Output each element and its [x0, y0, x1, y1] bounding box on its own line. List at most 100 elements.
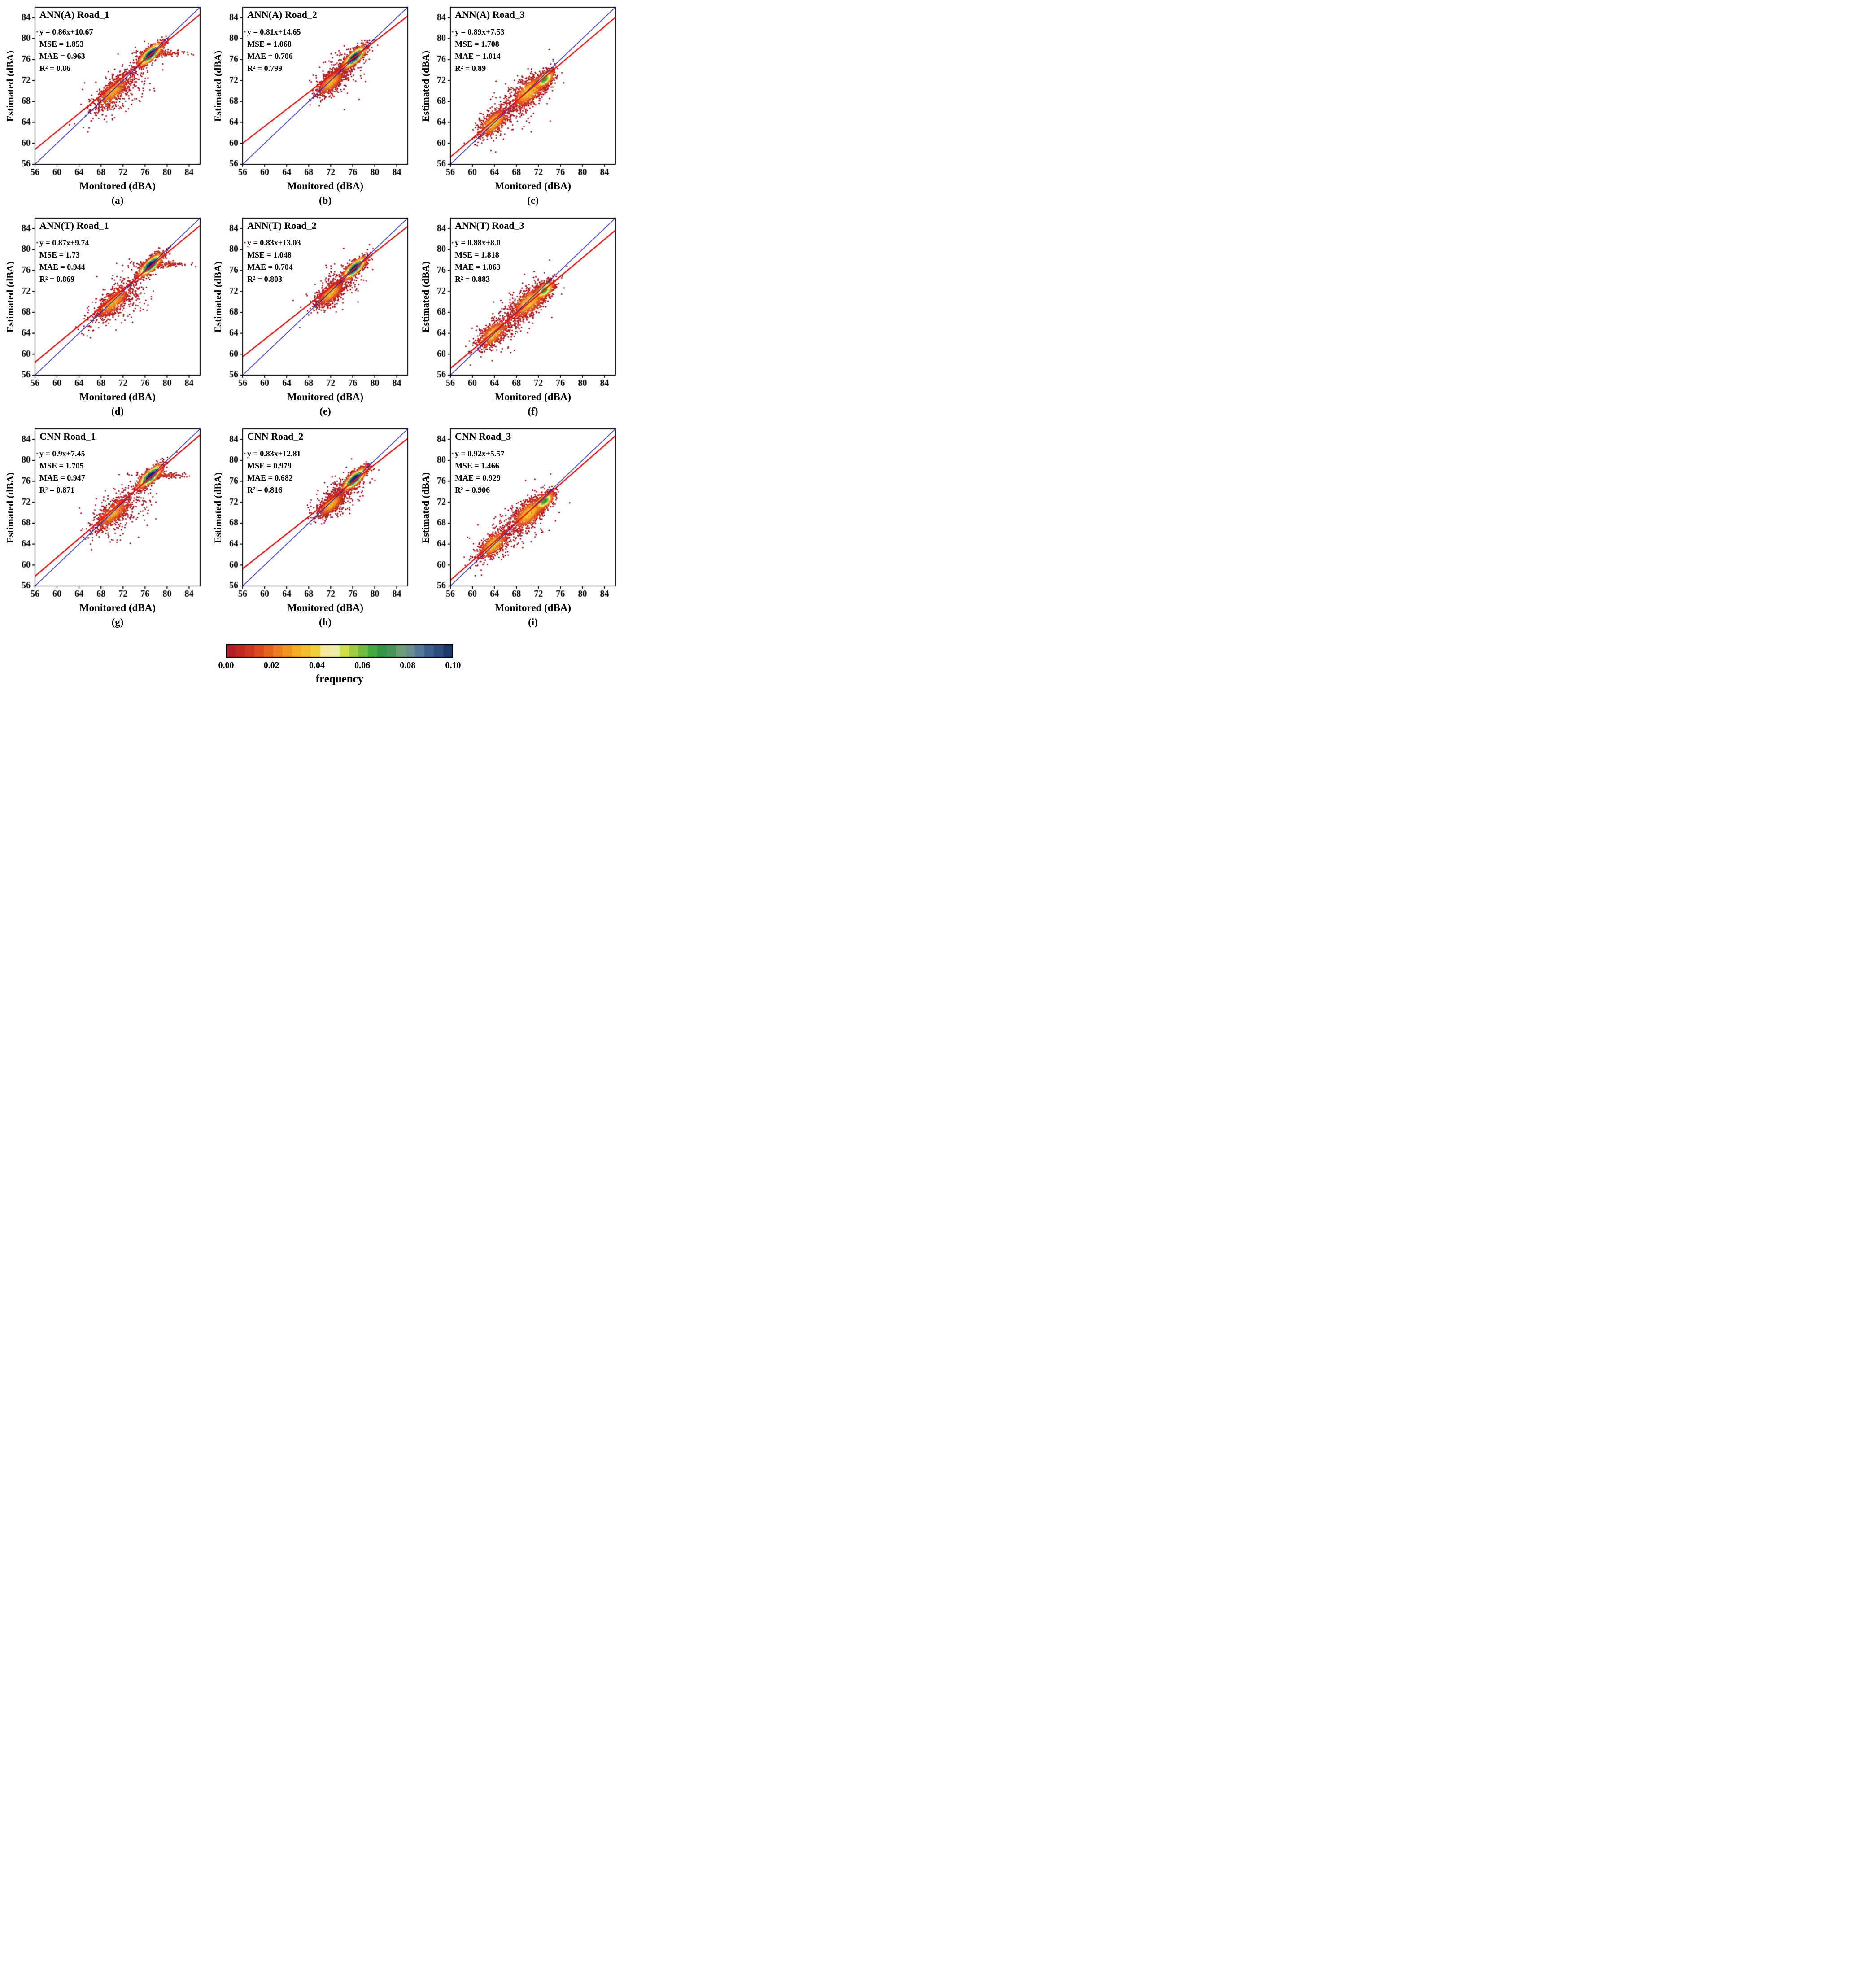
- scatter-panel: Estimated (dBA) ANN(T) Road_2 y = 0.83x+…: [211, 214, 412, 422]
- panel-title: CNN Road_2: [247, 431, 304, 442]
- scatter-panel: Estimated (dBA) ANN(A) Road_2 y = 0.81x+…: [211, 4, 412, 211]
- x-axis-title: Monitored (dBA): [287, 391, 364, 402]
- subplot-letter: (g): [111, 616, 124, 628]
- subplot-letter: (a): [111, 195, 124, 206]
- scatter-canvas: [222, 4, 412, 179]
- x-axis-title: Monitored (dBA): [287, 180, 364, 192]
- r2-value: R² = 0.816: [247, 485, 283, 494]
- panel-grid: Estimated (dBA) ANN(A) Road_1 y = 0.86x+…: [4, 4, 626, 633]
- panel-stats: y = 0.81x+14.65 MSE = 1.068 MAE = 0.706 …: [247, 26, 301, 74]
- x-axis-title: Monitored (dBA): [494, 391, 572, 402]
- scatter-panel: Estimated (dBA) CNN Road_1 y = 0.9x+7.45…: [4, 425, 205, 633]
- fit-equation: y = 0.9x+7.45: [39, 449, 85, 458]
- fit-equation: y = 0.92x+5.57: [455, 449, 505, 458]
- colorbar-section: 0.00 0.02 0.04 0.06 0.08 0.10 frequency: [1, 644, 626, 695]
- fit-equation: y = 0.88x+8.0: [455, 238, 501, 247]
- scatter-canvas: [222, 425, 412, 601]
- scatter-panel: Estimated (dBA) CNN Road_2 y = 0.83x+12.…: [211, 425, 412, 633]
- fit-equation: y = 0.87x+9.74: [39, 238, 89, 247]
- r2-value: R² = 0.883: [455, 275, 490, 284]
- r2-value: R² = 0.869: [39, 275, 75, 284]
- panel-title: ANN(T) Road_3: [455, 220, 524, 231]
- scatter-canvas: [430, 4, 620, 179]
- x-axis-title: Monitored (dBA): [494, 180, 572, 192]
- r2-value: R² = 0.799: [247, 64, 283, 73]
- x-axis-title: Monitored (dBA): [494, 602, 572, 613]
- mae-value: MAE = 0.963: [39, 52, 85, 61]
- panel-stats: y = 0.83x+13.03 MSE = 1.048 MAE = 0.704 …: [247, 237, 301, 285]
- scatter-canvas: [222, 214, 412, 390]
- mse-value: MSE = 1.708: [455, 39, 499, 48]
- mse-value: MSE = 1.466: [455, 461, 499, 470]
- mse-value: MSE = 1.73: [39, 250, 80, 259]
- mse-value: MSE = 1.068: [247, 39, 292, 48]
- subplot-letter: (d): [111, 406, 124, 417]
- subplot-letter: (h): [318, 616, 332, 628]
- subplot-letter: (f): [528, 406, 538, 417]
- r2-value: R² = 0.906: [455, 485, 490, 494]
- panel-stats: y = 0.92x+5.57 MSE = 1.466 MAE = 0.929 R…: [455, 448, 505, 496]
- colorbar: [226, 644, 453, 658]
- scatter-panel: Estimated (dBA) ANN(T) Road_1 y = 0.87x+…: [4, 214, 205, 422]
- scatter-canvas: [430, 425, 620, 601]
- panel-title: ANN(T) Road_1: [39, 220, 109, 231]
- mse-value: MSE = 1.853: [39, 39, 84, 48]
- fit-equation: y = 0.81x+14.65: [247, 27, 301, 36]
- fit-equation: y = 0.83x+13.03: [247, 238, 301, 247]
- panel-stats: y = 0.86x+10.67 MSE = 1.853 MAE = 0.963 …: [39, 26, 93, 74]
- scatter-panel: Estimated (dBA) ANN(T) Road_3 y = 0.88x+…: [419, 214, 620, 422]
- panel-title: ANN(A) Road_2: [247, 9, 317, 20]
- colorbar-tick-label: 0.00: [218, 660, 234, 670]
- mae-value: MAE = 0.706: [247, 52, 293, 61]
- panel-stats: y = 0.87x+9.74 MSE = 1.73 MAE = 0.944 R²…: [39, 237, 89, 285]
- r2-value: R² = 0.86: [39, 64, 71, 73]
- scatter-panel: Estimated (dBA) CNN Road_3 y = 0.92x+5.5…: [419, 425, 620, 633]
- r2-value: R² = 0.803: [247, 275, 283, 284]
- fit-equation: y = 0.86x+10.67: [39, 27, 93, 36]
- panel-stats: y = 0.88x+8.0 MSE = 1.818 MAE = 1.063 R²…: [455, 237, 501, 285]
- subplot-letter: (i): [528, 616, 538, 628]
- panel-stats: y = 0.9x+7.45 MSE = 1.705 MAE = 0.947 R²…: [39, 448, 85, 496]
- subplot-letter: (e): [319, 406, 331, 417]
- colorbar-tick-label: 0.10: [445, 660, 461, 670]
- colorbar-tick-label: 0.04: [309, 660, 325, 670]
- scatter-panel: Estimated (dBA) ANN(A) Road_3 y = 0.89x+…: [419, 4, 620, 211]
- panel-title: CNN Road_1: [39, 431, 96, 442]
- fit-equation: y = 0.83x+12.81: [247, 449, 301, 458]
- panel-title: ANN(T) Road_2: [247, 220, 317, 231]
- fit-equation: y = 0.89x+7.53: [455, 27, 505, 36]
- mse-value: MSE = 1.818: [455, 250, 499, 259]
- colorbar-tick-label: 0.02: [263, 660, 279, 670]
- mse-value: MSE = 0.979: [247, 461, 292, 470]
- panel-title: ANN(A) Road_1: [39, 9, 109, 20]
- mae-value: MAE = 0.944: [39, 262, 85, 271]
- colorbar-tick-label: 0.06: [354, 660, 371, 670]
- panel-title: ANN(A) Road_3: [455, 9, 525, 20]
- x-axis-title: Monitored (dBA): [79, 391, 156, 402]
- mae-value: MAE = 0.682: [247, 473, 293, 482]
- x-axis-title: Monitored (dBA): [79, 602, 156, 613]
- r2-value: R² = 0.871: [39, 485, 75, 494]
- scatter-panel: Estimated (dBA) ANN(A) Road_1 y = 0.86x+…: [4, 4, 205, 211]
- mse-value: MSE = 1.048: [247, 250, 292, 259]
- panel-stats: y = 0.83x+12.81 MSE = 0.979 MAE = 0.682 …: [247, 448, 301, 496]
- mae-value: MAE = 1.063: [455, 262, 501, 271]
- mse-value: MSE = 1.705: [39, 461, 84, 470]
- mae-value: MAE = 1.014: [455, 52, 501, 61]
- x-axis-title: Monitored (dBA): [287, 602, 364, 613]
- x-axis-title: Monitored (dBA): [79, 180, 156, 192]
- mae-value: MAE = 0.929: [455, 473, 501, 482]
- colorbar-tick-label: 0.08: [400, 660, 416, 670]
- scatter-canvas: [14, 214, 205, 390]
- colorbar-label: frequency: [315, 673, 364, 685]
- subplot-letter: (c): [527, 195, 539, 206]
- r2-value: R² = 0.89: [455, 64, 486, 73]
- scatter-canvas: [14, 425, 205, 601]
- scatter-canvas: [14, 4, 205, 179]
- figure-scatter-grid: Estimated (dBA) ANN(A) Road_1 y = 0.86x+…: [0, 0, 626, 706]
- panel-stats: y = 0.89x+7.53 MSE = 1.708 MAE = 1.014 R…: [455, 26, 505, 74]
- panel-title: CNN Road_3: [455, 431, 511, 442]
- subplot-letter: (b): [318, 195, 332, 206]
- mae-value: MAE = 0.704: [247, 262, 293, 271]
- scatter-canvas: [430, 214, 620, 390]
